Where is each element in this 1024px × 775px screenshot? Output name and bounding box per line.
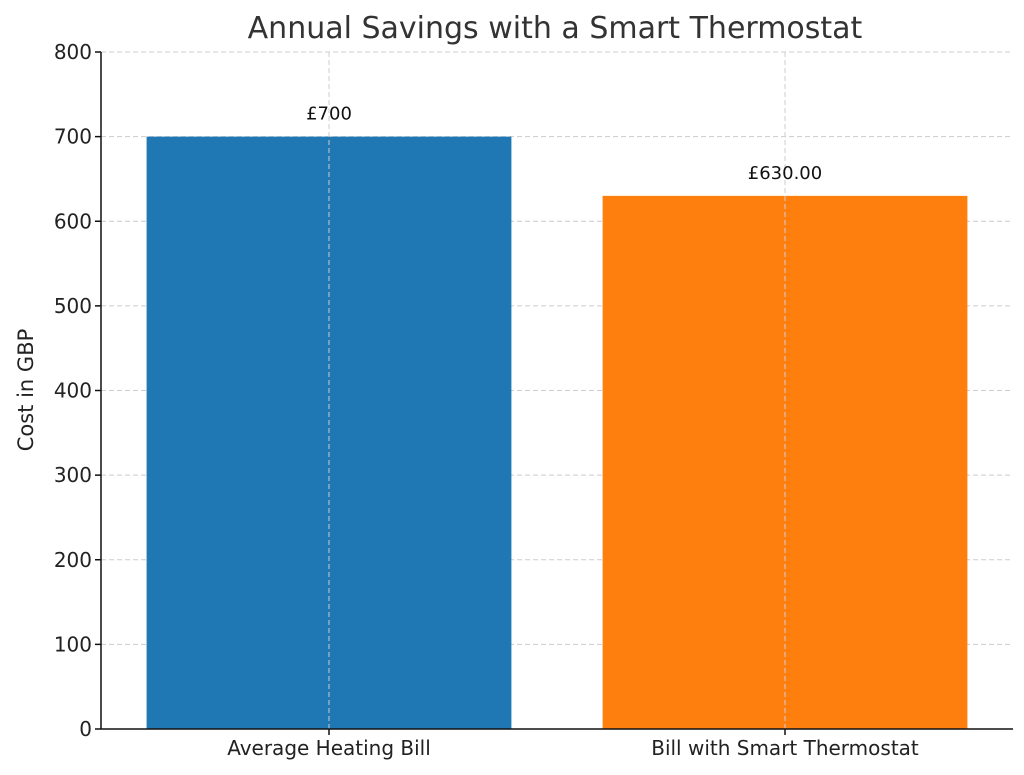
- y-tick-label: 400: [54, 379, 92, 403]
- y-tick-label: 600: [54, 209, 92, 233]
- bar-value-label: £700: [306, 104, 352, 125]
- chart-title: Annual Savings with a Smart Thermostat: [248, 11, 863, 46]
- bar-value-label: £630.00: [748, 163, 822, 184]
- axes: [95, 51, 1013, 735]
- y-tick-label: 800: [54, 40, 92, 64]
- labels: 0 100 200 300 400 500 600 700 800 Average Heating…: [54, 40, 919, 760]
- vertical-grid-lines: [328, 52, 786, 729]
- x-tick-label: Average Heating Bill: [227, 736, 431, 760]
- y-tick-label: 100: [54, 632, 92, 656]
- y-tick-label: 700: [54, 125, 92, 149]
- x-tick-label: Bill with Smart Thermostat: [651, 736, 919, 760]
- y-tick-label: 200: [54, 548, 92, 572]
- y-tick-label: 300: [54, 463, 92, 487]
- y-tick-label: 500: [54, 294, 92, 318]
- y-axis-label: Cost in GBP: [14, 329, 38, 452]
- y-tick-label: 0: [79, 717, 92, 741]
- bars: [146, 136, 968, 730]
